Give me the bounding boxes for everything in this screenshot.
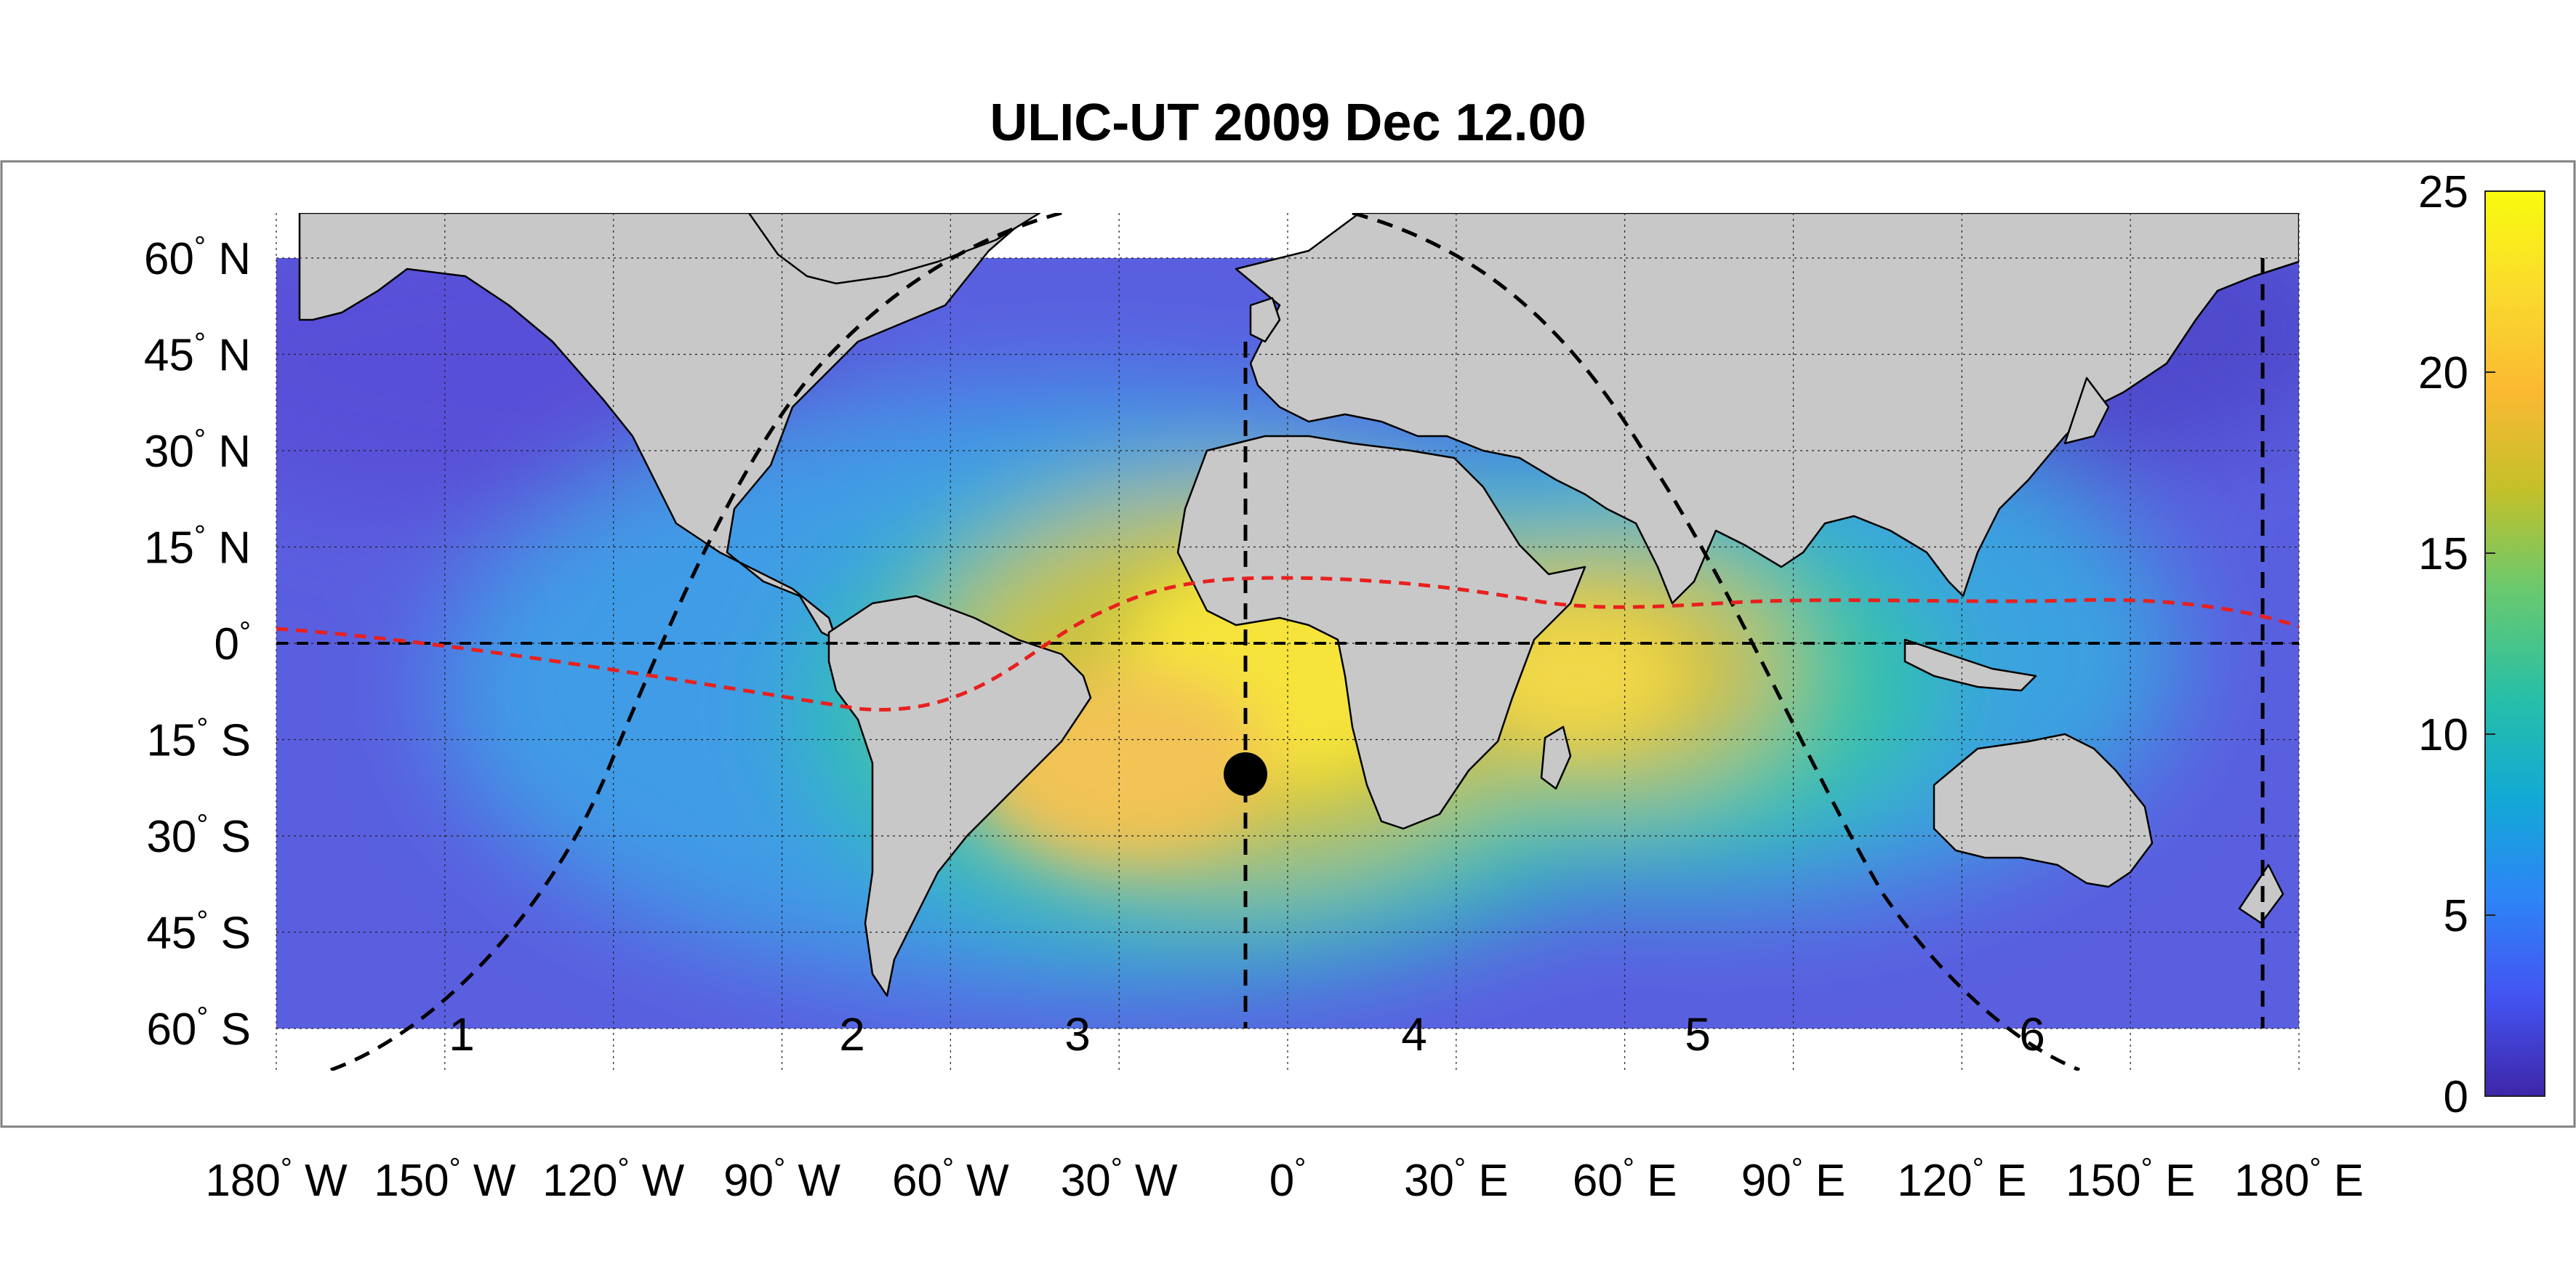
longitude-tick-label: 180° W — [205, 1153, 348, 1206]
latitude-tick-label: 45° N — [144, 328, 251, 381]
sector-labels: 1 2 3 4 5 6 — [449, 1008, 2045, 1060]
longitude-tick-label: 180° E — [2234, 1153, 2364, 1206]
colorbar-tick-label: 25 — [2418, 167, 2468, 217]
longitude-tick-label: 90° W — [723, 1153, 840, 1206]
indonesia — [1903, 638, 2037, 692]
latitude-tick-label: 15° N — [144, 520, 251, 573]
north-america — [298, 213, 1034, 641]
sector-label-2: 2 — [839, 1008, 865, 1060]
colorbar: 0 5 10 15 20 25 — [2418, 167, 2545, 1122]
colorbar-gradient — [2484, 190, 2545, 1097]
british-isles — [1249, 297, 1281, 343]
sector-label-4: 4 — [1401, 1008, 1427, 1060]
longitude-tick-label: 60° E — [1573, 1153, 1677, 1206]
longitude-tick-label: 90° E — [1741, 1153, 1846, 1206]
longitude-tick-label: 150° W — [374, 1153, 516, 1206]
madagascar — [1540, 725, 1572, 790]
longitude-tick-label: 120° W — [542, 1153, 685, 1206]
greenland — [747, 213, 1041, 285]
colorbar-tick-label: 10 — [2418, 710, 2468, 760]
longitude-tick-labels: 180° W 150° W 120° W 90° W 60° W 30° W 0° 30° E… — [205, 1153, 2364, 1206]
map-title: ULIC-UT 2009 Dec 12.00 — [990, 94, 1586, 152]
latitude-tick-label: 45° S — [146, 906, 251, 959]
longitude-tick-label: 30° W — [1061, 1153, 1178, 1206]
south-america — [827, 595, 1092, 997]
terminator-west — [330, 213, 1062, 1071]
colorbar-tick-label: 5 — [2444, 891, 2468, 941]
longitude-tick-label: 150° E — [2066, 1153, 2195, 1206]
colorbar-tick-labels: 0 5 10 15 20 25 — [2418, 167, 2495, 1122]
colorbar-tick-label: 0 — [2444, 1072, 2468, 1122]
latitude-tick-label: 60° S — [146, 1002, 251, 1055]
colorbar-tick-label: 20 — [2418, 348, 2468, 398]
land-masses — [298, 213, 2299, 997]
longitude-tick-label: 30° E — [1404, 1153, 1509, 1206]
subsolar-point-marker — [1224, 752, 1267, 796]
eurasia — [1235, 213, 2299, 605]
longitude-tick-label: 0° — [1269, 1153, 1306, 1206]
sector-label-5: 5 — [1685, 1008, 1711, 1060]
latitude-tick-label: 60° N — [144, 231, 251, 284]
longitude-tick-label: 120° E — [1897, 1153, 2026, 1206]
overlay-lines — [276, 213, 2299, 1071]
sector-label-1: 1 — [449, 1008, 475, 1060]
latitude-tick-label: 30° N — [144, 424, 251, 477]
latitude-tick-label: 15° S — [146, 713, 251, 766]
axes-frame — [0, 160, 2576, 1128]
sector-label-3: 3 — [1064, 1008, 1091, 1060]
africa — [1176, 435, 1586, 830]
japan — [2063, 377, 2110, 445]
latitude-tick-label: 30° S — [146, 809, 251, 862]
latitude-tick-labels: 60° N 45° N 30° N 15° N 0° 15° S 30° S 45° S 60°… — [144, 231, 251, 1055]
sector-label-6: 6 — [2019, 1008, 2045, 1060]
latitude-tick-label: 0° — [214, 616, 251, 669]
magnetic-equator — [276, 576, 2299, 712]
longitude-tick-label: 60° W — [892, 1153, 1009, 1206]
colorbar-tick-label: 15 — [2418, 529, 2468, 579]
